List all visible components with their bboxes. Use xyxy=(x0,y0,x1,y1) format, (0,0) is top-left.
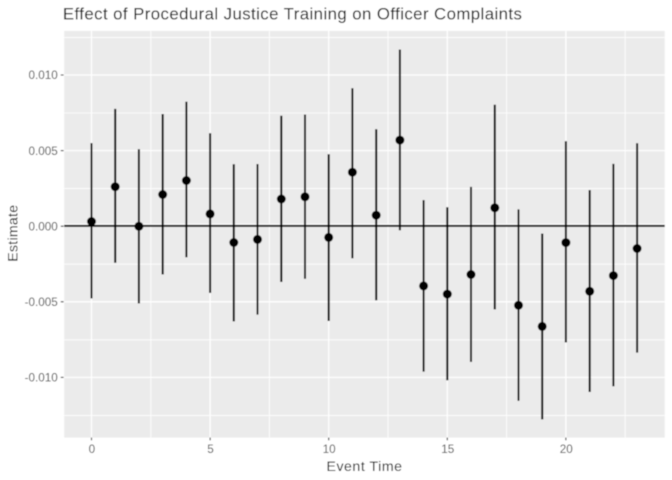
svg-text:0.010: 0.010 xyxy=(29,69,59,82)
svg-text:15: 15 xyxy=(441,443,455,456)
svg-text:Event Time: Event Time xyxy=(327,458,403,474)
svg-text:0: 0 xyxy=(89,443,96,456)
svg-text:Effect of Procedural Justice T: Effect of Procedural Justice Training on… xyxy=(63,5,522,24)
svg-text:Estimate: Estimate xyxy=(5,205,21,262)
svg-text:-0.010: -0.010 xyxy=(25,372,59,385)
svg-text:5: 5 xyxy=(207,443,214,456)
svg-text:10: 10 xyxy=(323,443,337,456)
svg-text:20: 20 xyxy=(560,443,574,456)
svg-text:0.000: 0.000 xyxy=(29,220,59,233)
svg-text:-0.005: -0.005 xyxy=(25,296,59,309)
svg-text:0.005: 0.005 xyxy=(29,145,59,158)
